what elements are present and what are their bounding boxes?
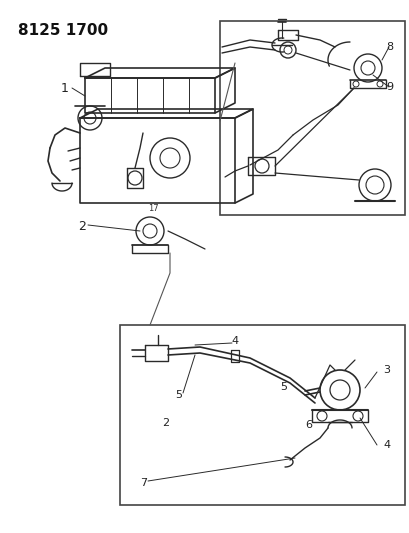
Text: 17: 17: [147, 204, 158, 213]
Text: 7: 7: [139, 478, 147, 488]
Text: 5: 5: [175, 390, 182, 400]
Text: 2: 2: [162, 418, 169, 428]
Text: 1: 1: [61, 82, 69, 94]
Text: 8: 8: [385, 42, 392, 52]
Text: 2: 2: [78, 221, 86, 233]
Text: 6: 6: [304, 420, 311, 430]
Bar: [220, 21, 404, 215]
Text: 9: 9: [385, 82, 392, 92]
Text: 4: 4: [382, 440, 389, 450]
Bar: [120, 325, 404, 505]
Text: 4: 4: [231, 336, 238, 346]
Text: 3: 3: [382, 365, 389, 375]
Text: 8125 1700: 8125 1700: [18, 23, 108, 38]
Text: 5: 5: [279, 382, 286, 392]
